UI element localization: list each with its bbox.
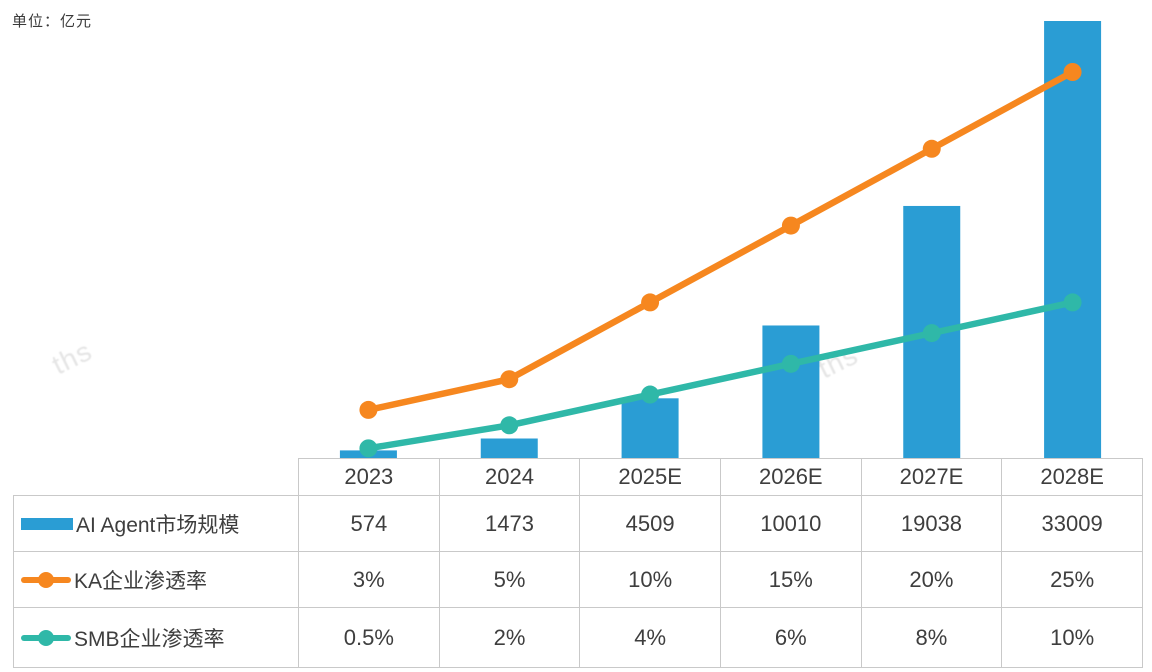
table-cell: 6% <box>719 607 862 668</box>
bar-2024 <box>480 438 538 458</box>
table-header-row: 2023 2024 2025E 2026E 2027E 2028E <box>14 458 1143 496</box>
table-cell: 4% <box>579 607 721 668</box>
blank-corner-cell <box>14 459 299 496</box>
data-table: 2023 2024 2025E 2026E 2027E 2028E AI Age… <box>13 458 1143 668</box>
series-label: KA企业渗透率 <box>74 569 208 593</box>
line-KA企业渗透率 <box>365 68 1076 414</box>
dot-SMB企业渗透率-2028E <box>1063 293 1082 312</box>
year-header-2025e: 2025E <box>579 458 721 496</box>
year-header-2028e: 2028E <box>1001 458 1143 496</box>
dot-SMB企业渗透率-2023 <box>359 439 378 458</box>
dot-KA企业渗透率-2025E <box>641 293 660 312</box>
legend-cell-smb: SMB企业渗透率 <box>13 607 299 668</box>
table-cell: 3% <box>298 551 440 608</box>
table-row-smb-penetration: SMB企业渗透率 0.5% 2% 4% 6% 8% 10% <box>13 607 1143 668</box>
series-label: SMB企业渗透率 <box>74 627 225 651</box>
table-cell: 10010 <box>719 495 862 552</box>
table-cell: 20% <box>860 551 1003 608</box>
table-cell: 10% <box>1001 607 1143 668</box>
dot-SMB企业渗透率-2026E <box>781 354 800 373</box>
dot-KA企业渗透率-2028E <box>1063 63 1082 81</box>
table-cell: 19038 <box>860 495 1003 552</box>
dot-SMB企业渗透率-2027E <box>922 324 941 343</box>
dot-KA企业渗透率-2027E <box>922 139 941 158</box>
bar-2028E <box>1044 21 1102 458</box>
dot-KA企业渗透率-2026E <box>781 216 800 235</box>
legend-cell-market-size: AI Agent市场规模 <box>13 495 299 552</box>
table-cell: 0.5% <box>298 607 440 668</box>
table-row-market-size: AI Agent市场规模 574 1473 4509 10010 19038 3… <box>13 495 1143 552</box>
series-label: AI Agent市场规模 <box>76 513 240 537</box>
combo-chart <box>339 21 1102 458</box>
table-cell: 8% <box>860 607 1003 668</box>
table-cell: 10% <box>579 551 721 608</box>
dot-SMB企业渗透率-2024 <box>500 416 519 435</box>
unit-label: 单位：亿元 <box>12 13 93 30</box>
table-cell: 574 <box>298 495 440 552</box>
bar-2026E <box>762 325 820 458</box>
table-cell: 4509 <box>579 495 721 552</box>
line-SMB企业渗透率 <box>365 299 1076 452</box>
bar-2025E <box>621 398 679 458</box>
bar-legend-swatch <box>21 517 73 530</box>
smb-line-legend-marker <box>21 629 71 647</box>
dot-KA企业渗透率-2023 <box>359 400 378 419</box>
table-cell: 25% <box>1001 551 1143 608</box>
year-header-2023: 2023 <box>298 458 440 496</box>
table-row-ka-penetration: KA企业渗透率 3% 5% 10% 15% 20% 25% <box>13 551 1143 608</box>
ka-line-legend-marker <box>21 571 71 589</box>
year-header-2024: 2024 <box>438 458 581 496</box>
year-header-2027e: 2027E <box>860 458 1003 496</box>
table-cell: 15% <box>719 551 862 608</box>
table-cell: 2% <box>438 607 581 668</box>
dot-SMB企业渗透率-2025E <box>641 385 660 404</box>
table-cell: 5% <box>438 551 581 608</box>
table-cell: 33009 <box>1001 495 1143 552</box>
legend-cell-ka: KA企业渗透率 <box>13 551 299 608</box>
table-cell: 1473 <box>438 495 581 552</box>
year-header-2026e: 2026E <box>719 458 862 496</box>
dot-KA企业渗透率-2024 <box>500 370 519 389</box>
